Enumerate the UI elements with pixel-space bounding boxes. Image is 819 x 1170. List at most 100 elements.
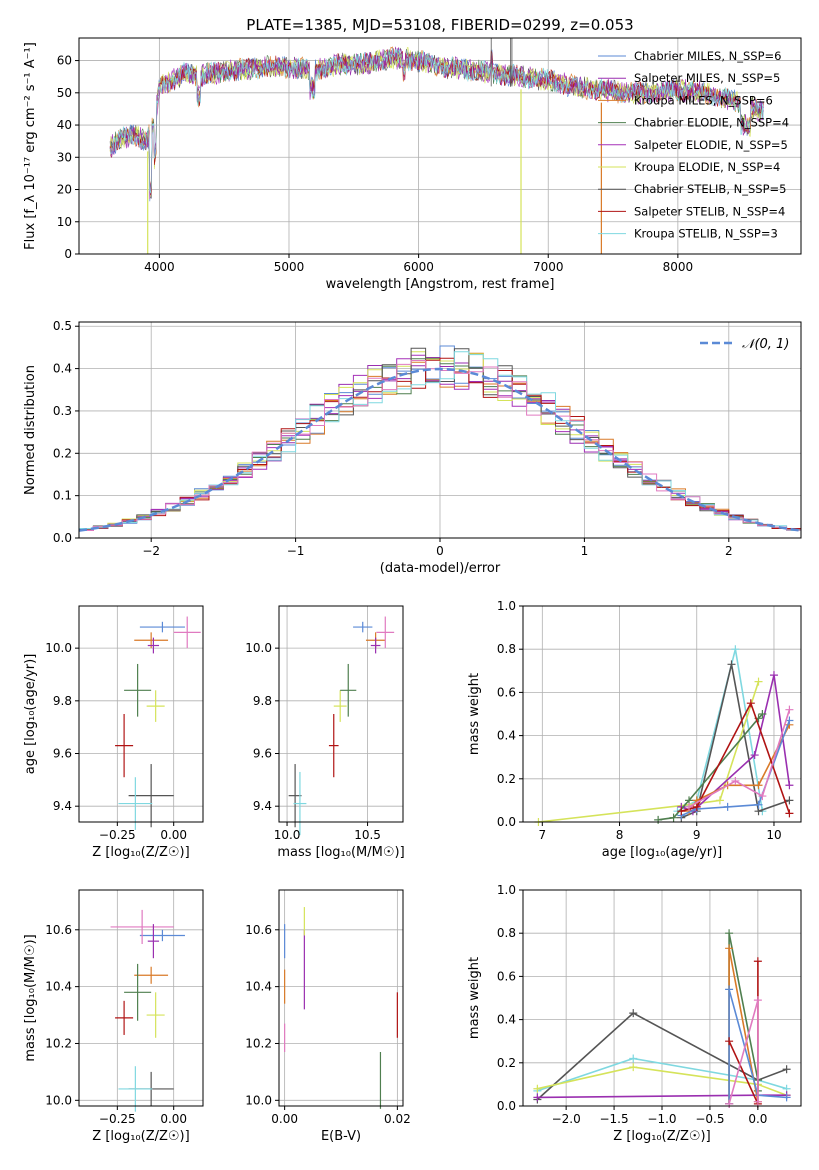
gaussian-curve	[78, 367, 802, 532]
y-tick-label: 10	[57, 215, 72, 229]
legend-label: Salpeter MILES, N_SSP=5	[634, 71, 780, 85]
histogram-series-9	[79, 351, 801, 531]
legend-label: Kroupa ELODIE, N_SSP=4	[634, 160, 780, 174]
axes-frame	[278, 605, 404, 823]
x-tick-label: 4000	[144, 260, 175, 274]
y-tick-label: 10.2	[45, 1036, 72, 1050]
data-point-marker	[677, 807, 686, 816]
y-tick-label: 0.1	[53, 489, 72, 503]
data-point-marker	[629, 1009, 638, 1018]
y-tick-label: 0.4	[53, 362, 72, 376]
legend-label: Chabrier MILES, N_SSP=6	[634, 49, 781, 63]
y-tick-label: 9.6	[253, 747, 272, 761]
y-axis-label: Flux [f_λ 10⁻¹⁷ erg cm⁻² s⁻¹ A⁻¹]	[23, 42, 38, 250]
y-tick-label: 0.0	[53, 531, 72, 545]
x-tick-label: −0.5	[695, 1112, 724, 1126]
y-tick-label: 0.0	[497, 815, 516, 829]
y-tick-label: 0.2	[53, 446, 72, 460]
legend-label: 𝒩(0, 1)	[742, 337, 789, 352]
data-point-marker	[725, 1037, 734, 1046]
data-point-marker	[750, 751, 759, 760]
data-point-marker	[629, 1063, 638, 1072]
y-tick-label: 40	[57, 118, 72, 132]
y-axis-label: mass [log₁₀(M/M☉)]	[23, 934, 38, 1061]
data-point-marker	[692, 802, 701, 811]
line-series-1	[537, 1057, 787, 1092]
line-series-5	[657, 713, 763, 821]
x-tick-label: 1	[581, 544, 589, 558]
data-point-marker	[725, 929, 734, 938]
y-tick-label: 0.2	[497, 772, 516, 786]
x-tick-label: 7	[538, 828, 546, 842]
age-vs-mass-panel: 10.0 10.5 9.4 9.6 9.8 10.0 mass [log₁₀(M/M☉)]	[245, 605, 405, 860]
data-point-marker	[753, 996, 762, 1005]
data-point-marker	[629, 1054, 638, 1063]
x-tick-label: −2	[142, 544, 160, 558]
x-tick-label: 0.00	[160, 828, 187, 842]
x-tick-label: 5000	[274, 260, 305, 274]
x-tick-label: 8000	[663, 260, 694, 274]
y-axis-label: mass weight	[467, 673, 482, 755]
legend-label: Salpeter ELODIE, N_SSP=5	[634, 138, 788, 152]
x-tick-label: 10.0	[274, 828, 301, 842]
y-tick-label: 0.0	[497, 1099, 516, 1113]
data-point-marker	[669, 813, 678, 822]
y-tick-label: 1.0	[497, 883, 516, 897]
y-tick-label: 50	[57, 86, 72, 100]
x-tick-label: 6000	[403, 260, 434, 274]
legend-label: Kroupa MILES, N_SSP=6	[634, 93, 773, 107]
y-tick-label: 0.4	[497, 1013, 516, 1027]
y-tick-label: 0.3	[53, 404, 72, 418]
x-axis-label: wavelength [Angstrom, rest frame]	[326, 277, 555, 292]
legend-label: Chabrier ELODIE, N_SSP=4	[634, 116, 789, 130]
y-tick-label: 10.6	[45, 923, 72, 937]
y-axis-label: age [log₁₀(age/yr)]	[23, 654, 38, 775]
y-tick-label: 30	[57, 150, 72, 164]
data-point-marker	[753, 1097, 762, 1106]
y-tick-label: 10.0	[245, 1093, 272, 1107]
axes-frame	[78, 605, 204, 823]
data-point-marker	[785, 781, 794, 790]
y-tick-label: 10.0	[45, 1093, 72, 1107]
data-point-marker	[715, 796, 724, 805]
y-axis-label: Normed distribution	[23, 365, 38, 495]
weight-vs-age-panel: 7 8 9 10 0.0 0.2 0.4 0.6 0.8 1.0 age [log₁₀(age/yr…	[467, 599, 802, 860]
x-axis-label: mass [log₁₀(M/M☉)]	[277, 845, 404, 860]
figure-title: PLATE=1385, MJD=53108, FIBERID=0299, z=0…	[246, 16, 633, 34]
y-tick-label: 9.4	[253, 799, 272, 813]
data-point-marker	[654, 815, 663, 824]
axes-frame	[78, 37, 802, 255]
data-point-marker	[782, 1093, 791, 1102]
data-point-marker	[723, 802, 732, 811]
x-tick-label: −1.5	[599, 1112, 628, 1126]
x-tick-label: 0.00	[160, 1112, 187, 1126]
axes-frame	[278, 889, 404, 1107]
x-tick-label: −2.0	[552, 1112, 581, 1126]
data-point-marker	[782, 1065, 791, 1074]
data-point-marker	[754, 800, 763, 809]
data-point-marker	[758, 710, 767, 718]
y-tick-label: 0.8	[497, 642, 516, 656]
y-tick-label: 10.4	[45, 980, 72, 994]
x-tick-label: 0	[436, 544, 444, 558]
line-series-2	[536, 1012, 787, 1101]
y-tick-label: 10.6	[245, 923, 272, 937]
x-tick-label: 0.00	[271, 1112, 298, 1126]
x-tick-label: 2	[725, 544, 733, 558]
y-tick-label: 60	[57, 54, 72, 68]
y-tick-label: 0.2	[497, 1056, 516, 1070]
spectrum-series-9	[109, 48, 764, 194]
x-tick-label: 9	[693, 828, 701, 842]
y-tick-label: 1.0	[497, 599, 516, 613]
x-axis-label: E(B-V)	[321, 1129, 361, 1144]
y-tick-label: 0.8	[497, 926, 516, 940]
x-tick-label: −1	[287, 544, 305, 558]
x-tick-label: 0.0	[748, 1112, 767, 1126]
data-point-marker	[746, 699, 755, 708]
data-point-marker	[785, 705, 794, 714]
x-tick-label: 10	[766, 828, 781, 842]
data-point-marker	[753, 957, 762, 966]
data-point-marker	[533, 1084, 542, 1093]
data-point-marker	[785, 809, 794, 818]
